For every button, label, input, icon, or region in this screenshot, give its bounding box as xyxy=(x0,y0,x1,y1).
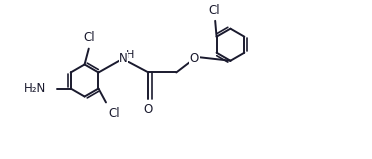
Text: O: O xyxy=(144,103,153,116)
Text: H₂N: H₂N xyxy=(23,82,46,95)
Text: Cl: Cl xyxy=(108,107,120,120)
Text: O: O xyxy=(190,52,199,65)
Text: Cl: Cl xyxy=(208,4,219,17)
Text: Cl: Cl xyxy=(83,31,94,45)
Text: H: H xyxy=(125,50,134,60)
Text: N: N xyxy=(119,52,128,65)
